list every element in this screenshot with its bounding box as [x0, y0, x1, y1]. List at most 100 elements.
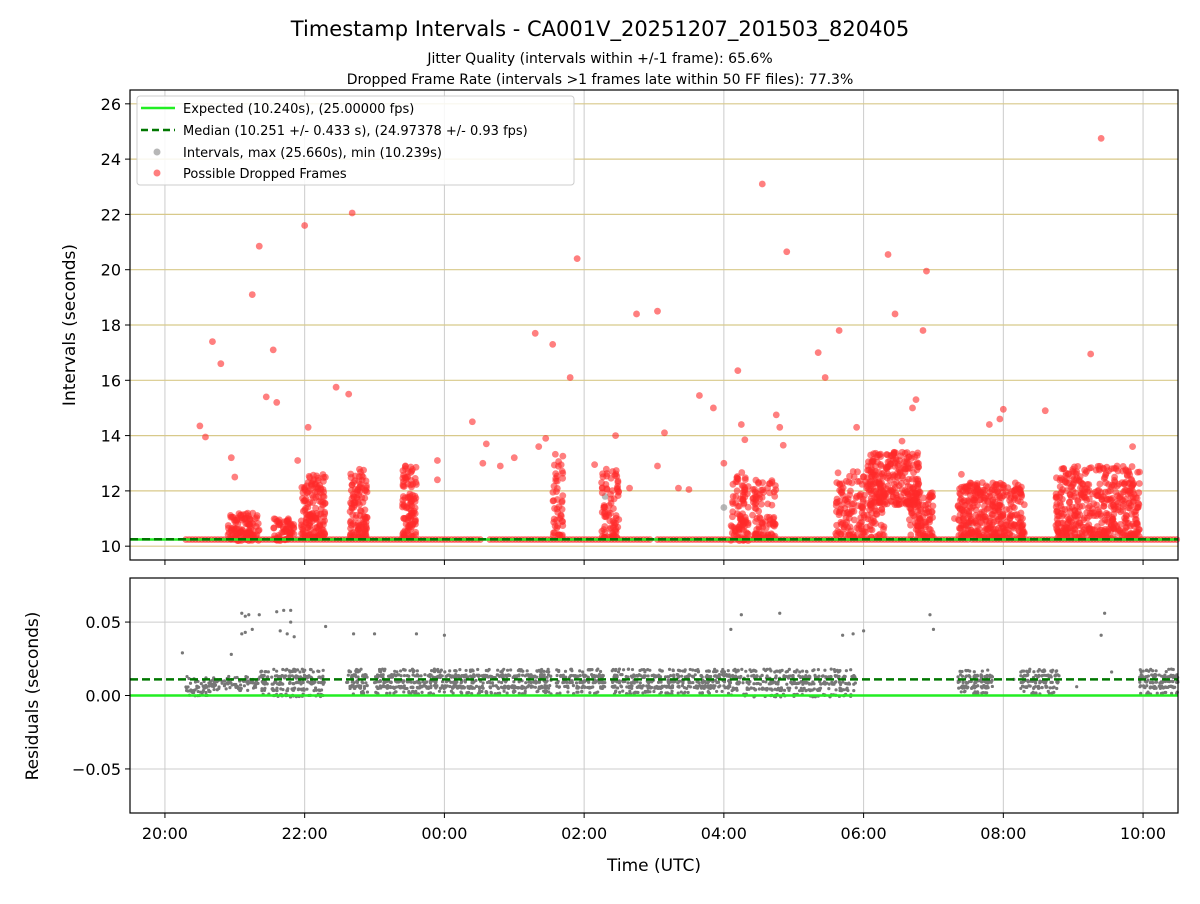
residual-point: [1056, 673, 1059, 676]
dropped-frame-point: [321, 509, 328, 516]
residual-point: [798, 670, 801, 673]
residual-point: [1171, 685, 1174, 688]
dropped-frame-point: [1109, 495, 1116, 502]
intervals-y-tick-label: 24: [101, 150, 121, 169]
residual-point: [570, 669, 573, 672]
residual-point: [301, 680, 304, 683]
residual-point: [364, 675, 367, 678]
residual-point: [1051, 681, 1054, 684]
dropped-frame-point: [483, 440, 490, 447]
residual-point: [1019, 670, 1022, 673]
dropped-frame-point: [996, 416, 1003, 423]
residual-point: [1155, 681, 1158, 684]
residual-point: [263, 674, 266, 677]
residual-point: [406, 674, 409, 677]
dropped-frame-point: [905, 476, 912, 483]
dropped-frame-point: [1098, 135, 1105, 142]
residual-point: [1142, 669, 1145, 672]
residual-point: [472, 686, 475, 689]
dropped-frame-point: [749, 486, 756, 493]
residual-point: [417, 681, 420, 684]
residual-point: [652, 674, 655, 677]
residual-point: [403, 674, 406, 677]
residual-point: [429, 681, 432, 684]
residual-point: [383, 669, 386, 672]
dropped-frame-point: [1054, 507, 1061, 514]
dropped-frame-point: [732, 500, 739, 507]
residual-point: [253, 682, 256, 685]
residual-point: [575, 691, 578, 694]
dropped-frame-point: [869, 519, 876, 526]
residual-point: [583, 686, 586, 689]
residual-point: [619, 673, 622, 676]
legend-intervals-label: Intervals, max (25.660s), min (10.239s): [183, 146, 442, 161]
residual-point: [566, 686, 569, 689]
dropped-frame-point: [749, 512, 756, 519]
dropped-frame-point: [615, 488, 622, 495]
residual-point: [361, 690, 364, 693]
residual-point: [699, 684, 702, 687]
chart-subtitle-dropped: Dropped Frame Rate (intervals >1 frames …: [347, 72, 854, 88]
dropped-frame-point: [951, 515, 958, 522]
residual-point: [683, 686, 686, 689]
residual-point: [1164, 691, 1167, 694]
dropped-frame-point: [901, 469, 908, 476]
residual-point: [1034, 685, 1037, 688]
dropped-frame-point: [1000, 406, 1007, 413]
residual-point: [489, 686, 492, 689]
residual-point: [626, 681, 629, 684]
residual-point: [640, 668, 643, 671]
dropped-frame-point: [400, 529, 407, 536]
residual-point: [752, 682, 755, 685]
residual-point: [587, 680, 590, 683]
residual-point: [836, 669, 839, 672]
residual-point: [1023, 674, 1026, 677]
residual-point: [291, 688, 294, 691]
residual-point: [744, 670, 747, 673]
dropped-frame-point: [226, 529, 233, 536]
dropped-frame-point: [1135, 489, 1142, 496]
residual-point: [630, 681, 633, 684]
residual-point: [990, 675, 993, 678]
residual-point: [478, 685, 481, 688]
residual-point: [270, 676, 273, 679]
residual-point: [379, 669, 382, 672]
dropped-frame-point: [209, 338, 216, 345]
residual-point: [445, 680, 448, 683]
dropped-frame-point: [559, 468, 566, 475]
dropped-frame-point: [1016, 489, 1023, 496]
residual-point: [373, 632, 376, 635]
residual-point: [664, 675, 667, 678]
dropped-frame-point: [920, 494, 927, 501]
dropped-frame-point: [196, 423, 203, 430]
dropped-frame-point: [237, 530, 244, 537]
residual-point: [361, 675, 364, 678]
residual-point: [393, 670, 396, 673]
dropped-frame-point: [1074, 497, 1081, 504]
residual-point: [1055, 680, 1058, 683]
dropped-frame-point: [914, 466, 921, 473]
dropped-frame-point: [772, 482, 779, 489]
dropped-frame-point: [551, 505, 558, 512]
residual-point: [486, 669, 489, 672]
residual-point: [417, 675, 420, 678]
residual-point: [475, 685, 478, 688]
residual-point: [677, 680, 680, 683]
residual-point: [650, 686, 653, 689]
residual-point: [286, 689, 289, 692]
dropped-frame-point: [407, 464, 414, 471]
residual-point: [546, 679, 549, 682]
residual-point: [489, 691, 492, 694]
residual-point: [1164, 675, 1167, 678]
residual-point: [1055, 669, 1058, 672]
residual-point: [689, 681, 692, 684]
dropped-frame-point: [1003, 506, 1010, 513]
residual-point: [428, 673, 431, 676]
residual-point: [932, 628, 935, 631]
residual-point: [793, 670, 796, 673]
dropped-frame-point: [983, 518, 990, 525]
residual-point: [646, 668, 649, 671]
residual-point: [438, 690, 441, 693]
